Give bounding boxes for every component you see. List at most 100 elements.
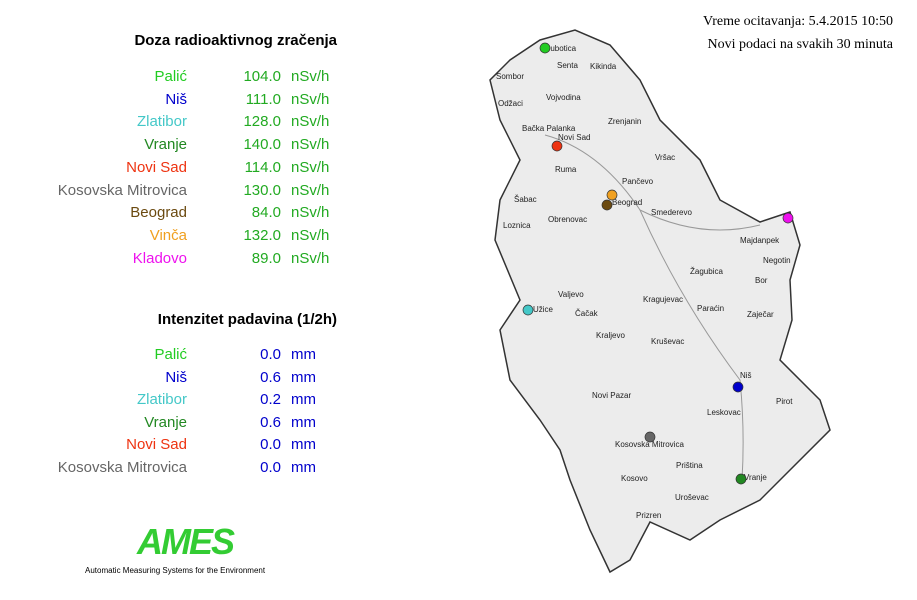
station-name: Kosovska Mitrovica [57, 459, 187, 476]
city-label: Subotica [545, 44, 577, 53]
city-label: Novi Pazar [592, 391, 631, 400]
unit: mm [291, 368, 316, 386]
logo-caption: Automatic Measuring Systems for the Envi… [85, 566, 266, 575]
city-label: Beograd [612, 198, 642, 207]
station-marker [522, 304, 534, 316]
river [639, 209, 744, 481]
logo: AMES [137, 521, 235, 562]
city-label: Smederevo [651, 208, 692, 217]
station-name: Niš [165, 90, 187, 108]
city-label: Valjevo [558, 290, 584, 299]
station-name: Novi Sad [126, 436, 187, 454]
value: 0.0 [260, 436, 281, 454]
station-name: Kosovska Mitrovica [57, 181, 187, 199]
city-label: Čačak [575, 309, 599, 318]
city-label: Šabac [514, 195, 537, 204]
value: 84.0 [251, 204, 281, 222]
update-note: Novi podaci na svakih 30 minuta [707, 37, 893, 52]
unit: mm [291, 436, 316, 454]
city-label: Leskovac [707, 408, 741, 417]
value: 89.0 [251, 249, 281, 267]
unit: nSv/h [291, 158, 330, 176]
value: 130.0 [243, 181, 281, 199]
value: 104.0 [243, 68, 281, 85]
city-label: Žagubica [690, 267, 723, 276]
value: 0.2 [260, 391, 281, 409]
city-label: Negotin [763, 256, 791, 265]
country-outline [489, 29, 831, 574]
station-name: Beograd [130, 204, 187, 222]
station-marker [606, 189, 618, 201]
station-name: Palić [154, 346, 187, 363]
city-label: Pančevo [622, 177, 654, 186]
station-marker [644, 431, 656, 443]
value: 0.0 [260, 346, 281, 363]
city-label: Kosovska Mitrovica [615, 440, 684, 449]
value: 132.0 [243, 226, 281, 244]
city-label: Vojvodina [546, 93, 581, 102]
unit: nSv/h [291, 249, 330, 267]
station-name: Zlatibor [136, 391, 187, 409]
station-name: Vranje [144, 136, 187, 154]
city-label: Bačka Palanka [522, 124, 576, 133]
unit: nSv/h [291, 226, 330, 244]
station-marker [782, 212, 794, 224]
value: 0.6 [260, 368, 281, 386]
value: 0.6 [260, 413, 281, 431]
city-label: Sombor [496, 72, 524, 81]
unit: nSv/h [291, 136, 330, 154]
city-label: Vršac [655, 153, 675, 162]
station-name: Vinča [149, 226, 187, 244]
value: 128.0 [243, 113, 281, 131]
city-label: Kosovo [621, 474, 648, 483]
city-label: Bor [755, 276, 768, 285]
station-name: Kladovo [132, 249, 187, 267]
city-label: Uroševac [675, 493, 709, 502]
city-label: Kikinda [590, 62, 617, 71]
unit: nSv/h [291, 181, 330, 199]
unit: mm [291, 413, 316, 431]
city-label: Užice [533, 305, 554, 314]
city-label: Kruševac [651, 337, 684, 346]
city-label: Kragujevac [643, 295, 683, 304]
value: 140.0 [243, 136, 281, 154]
city-label: Loznica [503, 221, 531, 230]
city-label: Obrenovac [548, 215, 587, 224]
city-label: Majdanpek [740, 236, 780, 245]
city-label: Vranje [744, 473, 767, 482]
value: 114.0 [244, 158, 281, 176]
reading-time: Vreme ocitavanja: 5.4.2015 10:50 [702, 14, 893, 29]
city-label: Paraćin [697, 304, 724, 313]
city-label: Odžaci [498, 99, 523, 108]
station-marker [732, 381, 744, 393]
unit: mm [291, 346, 316, 363]
unit: mm [291, 391, 316, 409]
station-marker [735, 473, 747, 485]
station-name: Niš [165, 368, 187, 386]
city-label: Priština [676, 461, 703, 470]
city-label: Ruma [555, 165, 577, 174]
city-label: Zrenjanin [608, 117, 641, 126]
unit: nSv/h [291, 204, 330, 222]
unit: nSv/h [291, 113, 330, 131]
city-label: Senta [557, 61, 578, 70]
station-marker [601, 199, 613, 211]
unit: nSv/h [291, 68, 330, 85]
city-label: Niš [740, 371, 752, 380]
value: 111.0 [245, 90, 281, 108]
station-name: Palić [154, 68, 187, 85]
city-label: Prizren [636, 511, 661, 520]
station-marker [539, 42, 551, 54]
city-label: Novi Sad [558, 133, 590, 142]
city-label: Pirot [776, 397, 793, 406]
station-name: Vranje [144, 413, 187, 431]
unit: mm [291, 459, 316, 476]
unit: nSv/h [291, 90, 330, 108]
station-marker [551, 140, 563, 152]
city-label: Kraljevo [596, 331, 625, 340]
city-label: Zaječar [747, 310, 774, 319]
station-name: Novi Sad [126, 158, 187, 176]
precipitation-title: Intenzitet padavina (1/2h) [157, 311, 337, 328]
